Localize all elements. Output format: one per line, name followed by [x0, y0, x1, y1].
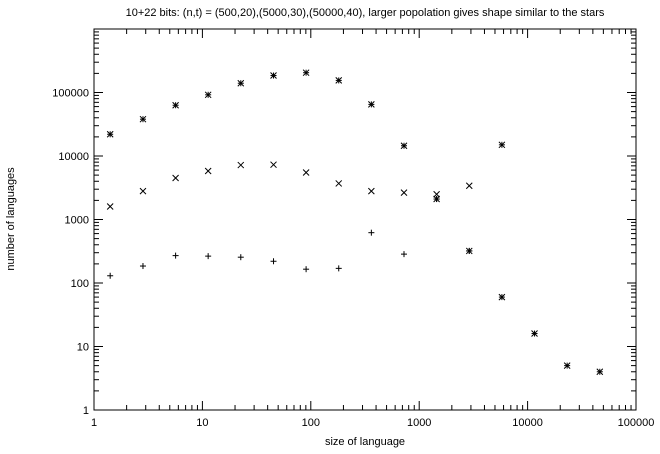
- data-point-plus: [205, 253, 212, 260]
- data-point-plus: [270, 258, 277, 265]
- data-point-star: [172, 101, 179, 109]
- marker-stroke: [270, 161, 277, 169]
- marker-stroke: [433, 190, 440, 198]
- y-axis-label: number of languages: [5, 167, 17, 271]
- x-tick-label: 100: [302, 417, 320, 429]
- marker-stroke: [368, 101, 375, 108]
- marker-stroke: [172, 101, 179, 109]
- data-point-star: [237, 79, 245, 87]
- data-point-star: [400, 142, 408, 150]
- marker-stroke: [106, 130, 114, 138]
- data-point-plus: [400, 251, 407, 258]
- data-point-cross: [204, 167, 212, 175]
- marker-stroke: [433, 195, 440, 203]
- plot-frame: [93, 28, 637, 411]
- marker-stroke: [596, 368, 604, 376]
- data-point-star: [368, 101, 375, 108]
- marker-stroke: [106, 203, 114, 210]
- data-point-plus: [303, 266, 310, 273]
- data-point-star: [270, 72, 277, 79]
- marker-stroke: [400, 189, 408, 196]
- data-point-star: [335, 77, 343, 84]
- marker-stroke: [400, 142, 408, 150]
- marker-stroke: [335, 77, 343, 84]
- axis-ticks: 1 10 100 1000 10000 100000 1 10 100 1000 10000 1000…: [52, 29, 654, 429]
- data-point-cross: [433, 190, 440, 198]
- y-tick-label: 1: [83, 405, 89, 417]
- marker-stroke: [465, 182, 473, 190]
- marker-stroke: [368, 187, 375, 195]
- x-tick-label: 1: [91, 417, 97, 429]
- marker-stroke: [498, 141, 506, 149]
- data-point-star: [139, 115, 147, 123]
- x-tick-label: 100000: [618, 417, 655, 429]
- marker-stroke: [172, 174, 179, 182]
- marker-stroke: [204, 91, 212, 99]
- y-tick-label: 100000: [52, 88, 89, 100]
- data-point-plus: [335, 265, 342, 272]
- y-tick-label: 100: [71, 278, 89, 290]
- data-point-star: [531, 330, 538, 337]
- x-tick-label: 10000: [512, 417, 543, 429]
- chart-title: 10+22 bits: (n,t) = (500,20),(5000,30),(…: [126, 7, 605, 19]
- data-point-cross: [368, 187, 375, 195]
- data-point-cross: [106, 203, 114, 210]
- data-point-star: [433, 195, 440, 203]
- data-point-cross: [335, 180, 343, 187]
- data-point-plus: [139, 263, 146, 270]
- data-point-star: [106, 130, 114, 138]
- data-point-plus: [237, 254, 244, 261]
- data-point-star: [204, 91, 212, 99]
- marker-stroke: [302, 169, 310, 176]
- marker-stroke: [531, 330, 538, 337]
- data-point-star: [498, 293, 506, 301]
- data-point-star: [302, 69, 310, 77]
- data-point-cross: [139, 187, 147, 195]
- data-point-star: [498, 141, 506, 149]
- marker-stroke: [498, 293, 506, 301]
- data-point-cross: [172, 174, 179, 182]
- data-point-plus: [172, 252, 179, 259]
- marker-stroke: [335, 180, 343, 187]
- data-point-star: [563, 362, 571, 369]
- data-point-star: [465, 247, 473, 255]
- marker-stroke: [237, 79, 245, 87]
- marker-stroke: [465, 247, 473, 255]
- y-tick-label: 10: [77, 342, 89, 354]
- x-tick-label: 10: [196, 417, 208, 429]
- marker-stroke: [237, 161, 245, 169]
- marker-stroke: [302, 69, 310, 77]
- marker-stroke: [139, 115, 147, 123]
- x-axis-label: size of language: [325, 436, 405, 448]
- data-point-plus: [107, 272, 114, 279]
- marker-stroke: [139, 187, 147, 195]
- y-tick-label: 10000: [58, 151, 89, 163]
- marker-stroke: [270, 72, 277, 79]
- data-point-cross: [270, 161, 277, 169]
- marker-stroke: [204, 167, 212, 175]
- data-point-cross: [465, 182, 473, 190]
- marker-stroke: [563, 362, 571, 369]
- data-point-cross: [237, 161, 245, 169]
- data-point-plus: [368, 229, 375, 236]
- data-points: [106, 69, 604, 376]
- data-point-cross: [302, 169, 310, 176]
- x-tick-label: 1000: [407, 417, 431, 429]
- data-point-cross: [400, 189, 408, 196]
- data-point-star: [596, 368, 604, 376]
- y-tick-label: 1000: [65, 215, 89, 227]
